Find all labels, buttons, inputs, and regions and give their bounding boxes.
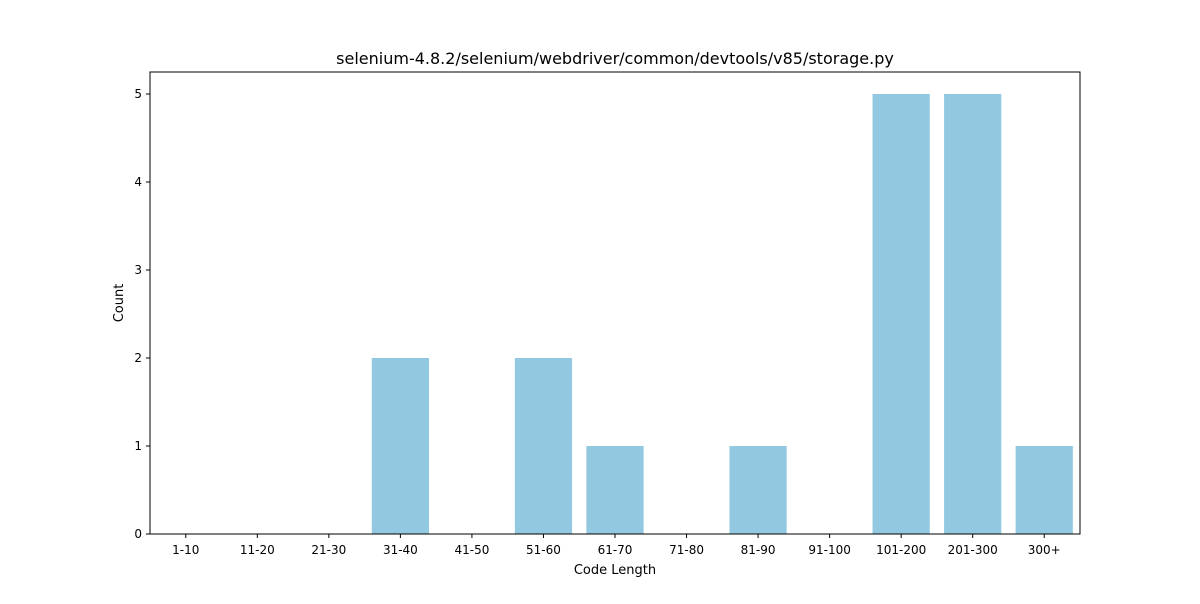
bar-300+: [1015, 446, 1073, 534]
bar-101-200: [872, 94, 930, 534]
bar-51-60: [514, 358, 573, 534]
x-tick-label: 21-30: [311, 543, 346, 557]
y-tick-label: 4: [134, 175, 142, 189]
chart-title: selenium-4.8.2/selenium/webdriver/common…: [336, 49, 894, 68]
bar-81-90: [729, 446, 787, 534]
y-tick-label: 0: [134, 527, 142, 541]
x-tick-label: 31-40: [383, 543, 418, 557]
x-tick-label: 51-60: [526, 543, 561, 557]
y-tick-label: 3: [134, 263, 142, 277]
y-tick-label: 5: [134, 87, 142, 101]
bar-201-300: [944, 94, 1002, 534]
x-tick-label: 61-70: [598, 543, 633, 557]
x-axis-label: Code Length: [574, 563, 656, 578]
x-tick-label: 41-50: [454, 543, 489, 557]
plot-frame: [149, 71, 1081, 535]
x-tick-label: 71-80: [669, 543, 704, 557]
bars-group: [371, 94, 1073, 534]
x-tick-label: 201-300: [948, 543, 998, 557]
x-tick-label: 81-90: [741, 543, 776, 557]
y-tick-label: 1: [134, 439, 142, 453]
x-tick-label: 91-100: [808, 543, 851, 557]
bar-61-70: [586, 446, 644, 534]
bar-31-40: [371, 358, 429, 534]
y-axis-ticks: 0 1 2 3 4 5: [134, 87, 150, 541]
x-tick-label: 11-20: [240, 543, 275, 557]
x-tick-label: 101-200: [876, 543, 926, 557]
y-axis-label: Count: [112, 284, 127, 323]
y-tick-label: 2: [134, 351, 142, 365]
x-tick-label: 300+: [1028, 543, 1061, 557]
x-axis-ticks: 1-10 11-20 21-30 31-40 41-50 51-60 61-70 71-80 8…: [172, 534, 1061, 557]
x-tick-label: 1-10: [172, 543, 199, 557]
